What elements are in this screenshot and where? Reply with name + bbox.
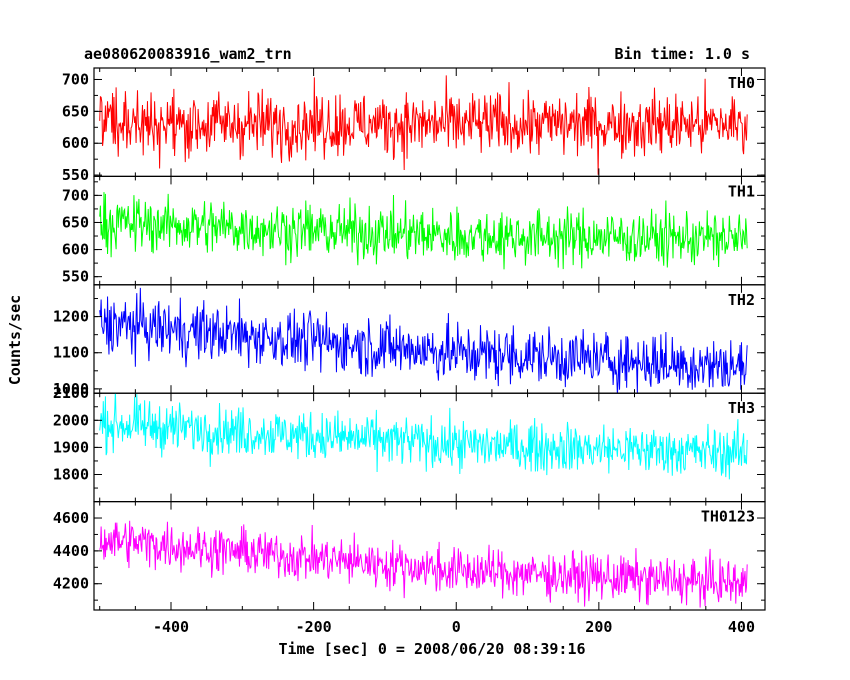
y-tick-label-th1: 700: [62, 186, 89, 204]
y-tick-label-th3: 1800: [53, 466, 89, 484]
y-tick-label-th1: 600: [62, 241, 89, 259]
panel-frame-th0123: [93, 501, 766, 611]
series-line-th0: [99, 75, 748, 175]
panel-label-th0123: TH0123: [701, 508, 755, 526]
y-tick-label-th1: 650: [62, 213, 89, 231]
series-line-th3: [99, 393, 748, 480]
y-tick-label-th0: 700: [62, 70, 89, 88]
panel-label-th2: TH2: [728, 291, 755, 309]
x-tick-label: 0: [452, 618, 461, 636]
y-tick-label-th0123: 4200: [53, 575, 89, 593]
y-tick-label-th0: 650: [62, 102, 89, 120]
bin-time-label: Bin time: 1.0 s: [614, 45, 750, 63]
y-tick-label-th0: 550: [62, 166, 89, 184]
panel-frame-th3: [93, 392, 766, 503]
y-tick-label-th3: 2100: [53, 384, 89, 402]
y-tick-label-th0123: 4400: [53, 542, 89, 560]
y-tick-label-th3: 2000: [53, 411, 89, 429]
x-tick-label: -400: [153, 618, 189, 636]
x-tick-label: 200: [585, 618, 612, 636]
panel-label-th1: TH1: [728, 182, 755, 200]
x-axis-label: Time [sec] 0 = 2008/06/20 08:39:16: [278, 640, 586, 658]
panel-label-th3: TH3: [728, 399, 755, 417]
panel-frame-th2: [93, 284, 766, 394]
y-tick-label-th2: 1100: [53, 344, 89, 362]
x-tick-label: 400: [728, 618, 755, 636]
plot-title: ae080620083916_wam2_trn: [84, 45, 292, 63]
y-tick-label-th1: 550: [62, 268, 89, 286]
series-line-th2: [99, 287, 748, 394]
y-tick-label-th2: 1000: [53, 380, 89, 398]
series-line-th0123: [99, 520, 748, 608]
y-tick-label-th0123: 4600: [53, 509, 89, 527]
series-line-th1: [99, 192, 748, 270]
y-tick-label-th3: 1900: [53, 438, 89, 456]
y-tick-label-th2: 1200: [53, 308, 89, 326]
x-tick-label: -200: [296, 618, 332, 636]
y-tick-label-th0: 600: [62, 134, 89, 152]
panel-label-th0: TH0: [728, 74, 755, 92]
